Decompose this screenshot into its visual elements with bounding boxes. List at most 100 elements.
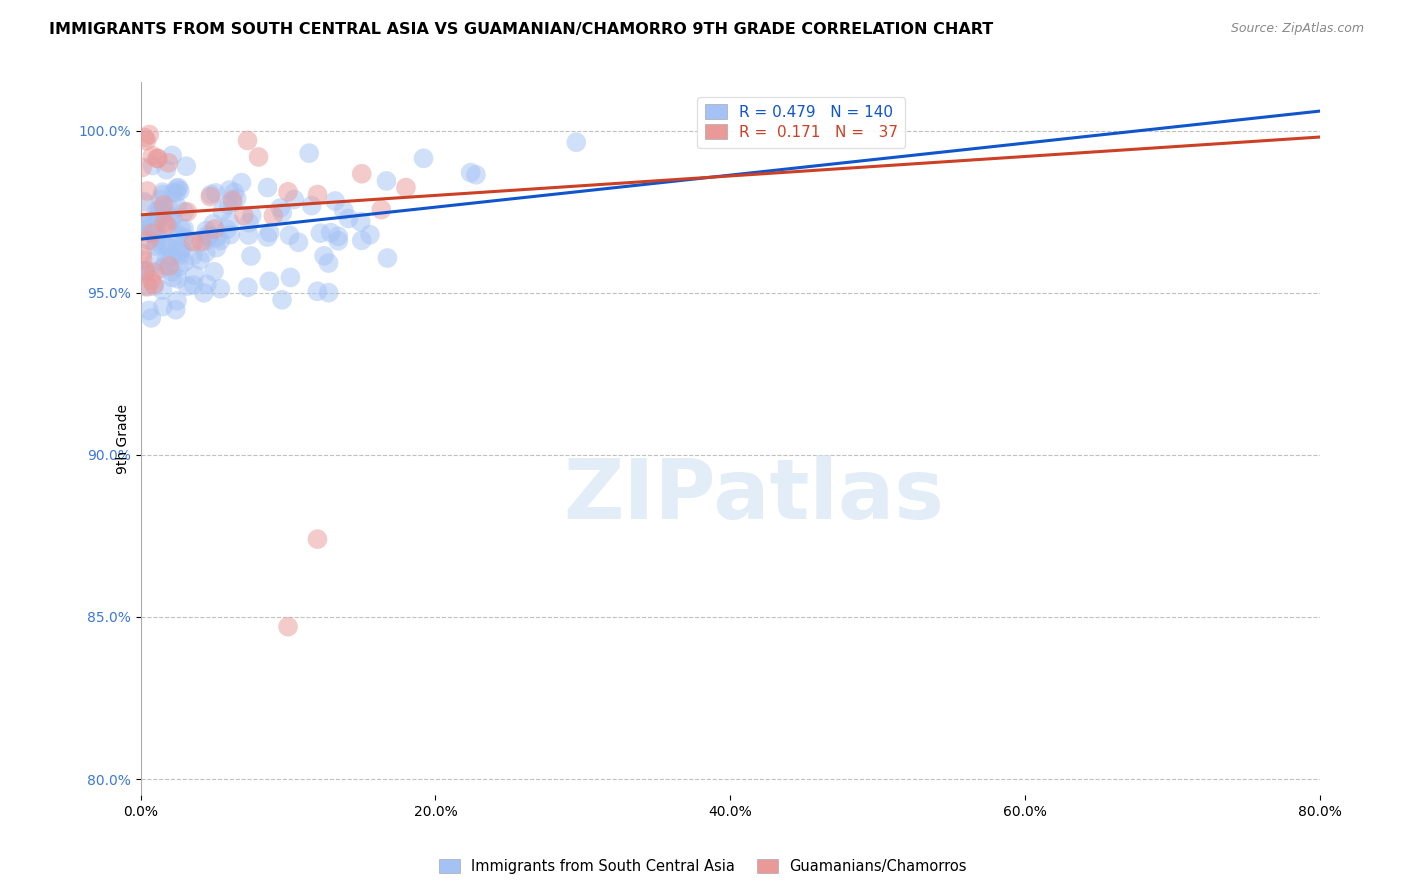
Point bbox=[131, 246, 153, 260]
Point bbox=[138, 220, 160, 235]
Point bbox=[129, 264, 152, 278]
Point bbox=[131, 224, 153, 238]
Point bbox=[160, 249, 183, 263]
Point bbox=[183, 268, 205, 283]
Point bbox=[565, 135, 588, 149]
Point bbox=[259, 226, 281, 240]
Point bbox=[134, 130, 156, 145]
Point bbox=[359, 227, 381, 242]
Point bbox=[166, 181, 188, 195]
Point bbox=[271, 206, 294, 220]
Point bbox=[465, 168, 488, 182]
Point bbox=[190, 235, 212, 249]
Point bbox=[215, 222, 238, 236]
Point bbox=[149, 193, 172, 207]
Point bbox=[221, 195, 243, 210]
Point bbox=[287, 235, 309, 250]
Point bbox=[174, 159, 197, 173]
Point bbox=[141, 310, 163, 325]
Point bbox=[183, 277, 205, 292]
Point bbox=[146, 227, 169, 241]
Point bbox=[318, 256, 340, 270]
Point bbox=[318, 285, 340, 300]
Point bbox=[309, 226, 332, 240]
Point bbox=[165, 243, 187, 257]
Point bbox=[165, 302, 187, 317]
Point bbox=[197, 230, 219, 244]
Point bbox=[152, 300, 174, 314]
Point bbox=[141, 226, 163, 240]
Point bbox=[150, 239, 173, 253]
Point bbox=[162, 210, 184, 224]
Point bbox=[134, 264, 156, 278]
Point bbox=[202, 217, 225, 231]
Point bbox=[375, 174, 398, 188]
Point bbox=[152, 187, 174, 202]
Point bbox=[134, 264, 156, 278]
Point bbox=[150, 283, 173, 297]
Point bbox=[156, 218, 179, 232]
Point bbox=[328, 229, 350, 244]
Point bbox=[278, 228, 301, 243]
Legend: Immigrants from South Central Asia, Guamanians/Chamorros: Immigrants from South Central Asia, Guam… bbox=[433, 854, 973, 880]
Y-axis label: 9th Grade: 9th Grade bbox=[115, 403, 129, 474]
Point bbox=[194, 234, 217, 248]
Point bbox=[135, 134, 157, 148]
Point bbox=[149, 202, 172, 217]
Point bbox=[301, 198, 323, 212]
Point bbox=[166, 200, 188, 214]
Point bbox=[307, 532, 329, 546]
Point bbox=[134, 218, 156, 232]
Point bbox=[323, 194, 346, 208]
Point bbox=[141, 149, 163, 163]
Point bbox=[148, 207, 170, 221]
Text: Source: ZipAtlas.com: Source: ZipAtlas.com bbox=[1230, 22, 1364, 36]
Point bbox=[143, 277, 166, 292]
Point bbox=[188, 252, 211, 267]
Point bbox=[180, 234, 202, 248]
Point bbox=[195, 223, 218, 237]
Point bbox=[169, 184, 191, 198]
Point bbox=[146, 235, 169, 250]
Point bbox=[181, 249, 204, 263]
Point bbox=[194, 245, 217, 260]
Point bbox=[169, 248, 191, 262]
Point bbox=[131, 204, 153, 219]
Point bbox=[138, 303, 160, 318]
Point bbox=[166, 293, 188, 308]
Point bbox=[460, 166, 482, 180]
Point bbox=[236, 133, 259, 147]
Point bbox=[138, 128, 160, 142]
Point bbox=[132, 227, 155, 242]
Point bbox=[160, 148, 183, 162]
Point bbox=[298, 146, 321, 161]
Point bbox=[131, 161, 153, 175]
Point bbox=[138, 217, 160, 231]
Point bbox=[143, 229, 166, 244]
Point bbox=[240, 249, 263, 263]
Point bbox=[209, 282, 232, 296]
Point bbox=[173, 221, 195, 235]
Point bbox=[152, 198, 174, 212]
Text: IMMIGRANTS FROM SOUTH CENTRAL ASIA VS GUAMANIAN/CHAMORRO 9TH GRADE CORRELATION C: IMMIGRANTS FROM SOUTH CENTRAL ASIA VS GU… bbox=[49, 22, 994, 37]
Point bbox=[143, 212, 166, 227]
Point bbox=[153, 216, 176, 230]
Point bbox=[152, 201, 174, 215]
Point bbox=[132, 194, 155, 209]
Point bbox=[204, 186, 226, 200]
Point bbox=[218, 183, 240, 197]
Point bbox=[143, 239, 166, 253]
Text: ZIPatlas: ZIPatlas bbox=[564, 455, 945, 536]
Point bbox=[167, 245, 190, 260]
Point bbox=[170, 243, 193, 257]
Point bbox=[200, 189, 222, 203]
Point bbox=[307, 187, 329, 202]
Point bbox=[173, 255, 195, 269]
Point bbox=[143, 219, 166, 234]
Point bbox=[157, 156, 180, 170]
Point bbox=[262, 209, 284, 223]
Point bbox=[143, 219, 166, 233]
Point bbox=[162, 186, 184, 200]
Point bbox=[256, 180, 278, 194]
Point bbox=[152, 185, 174, 199]
